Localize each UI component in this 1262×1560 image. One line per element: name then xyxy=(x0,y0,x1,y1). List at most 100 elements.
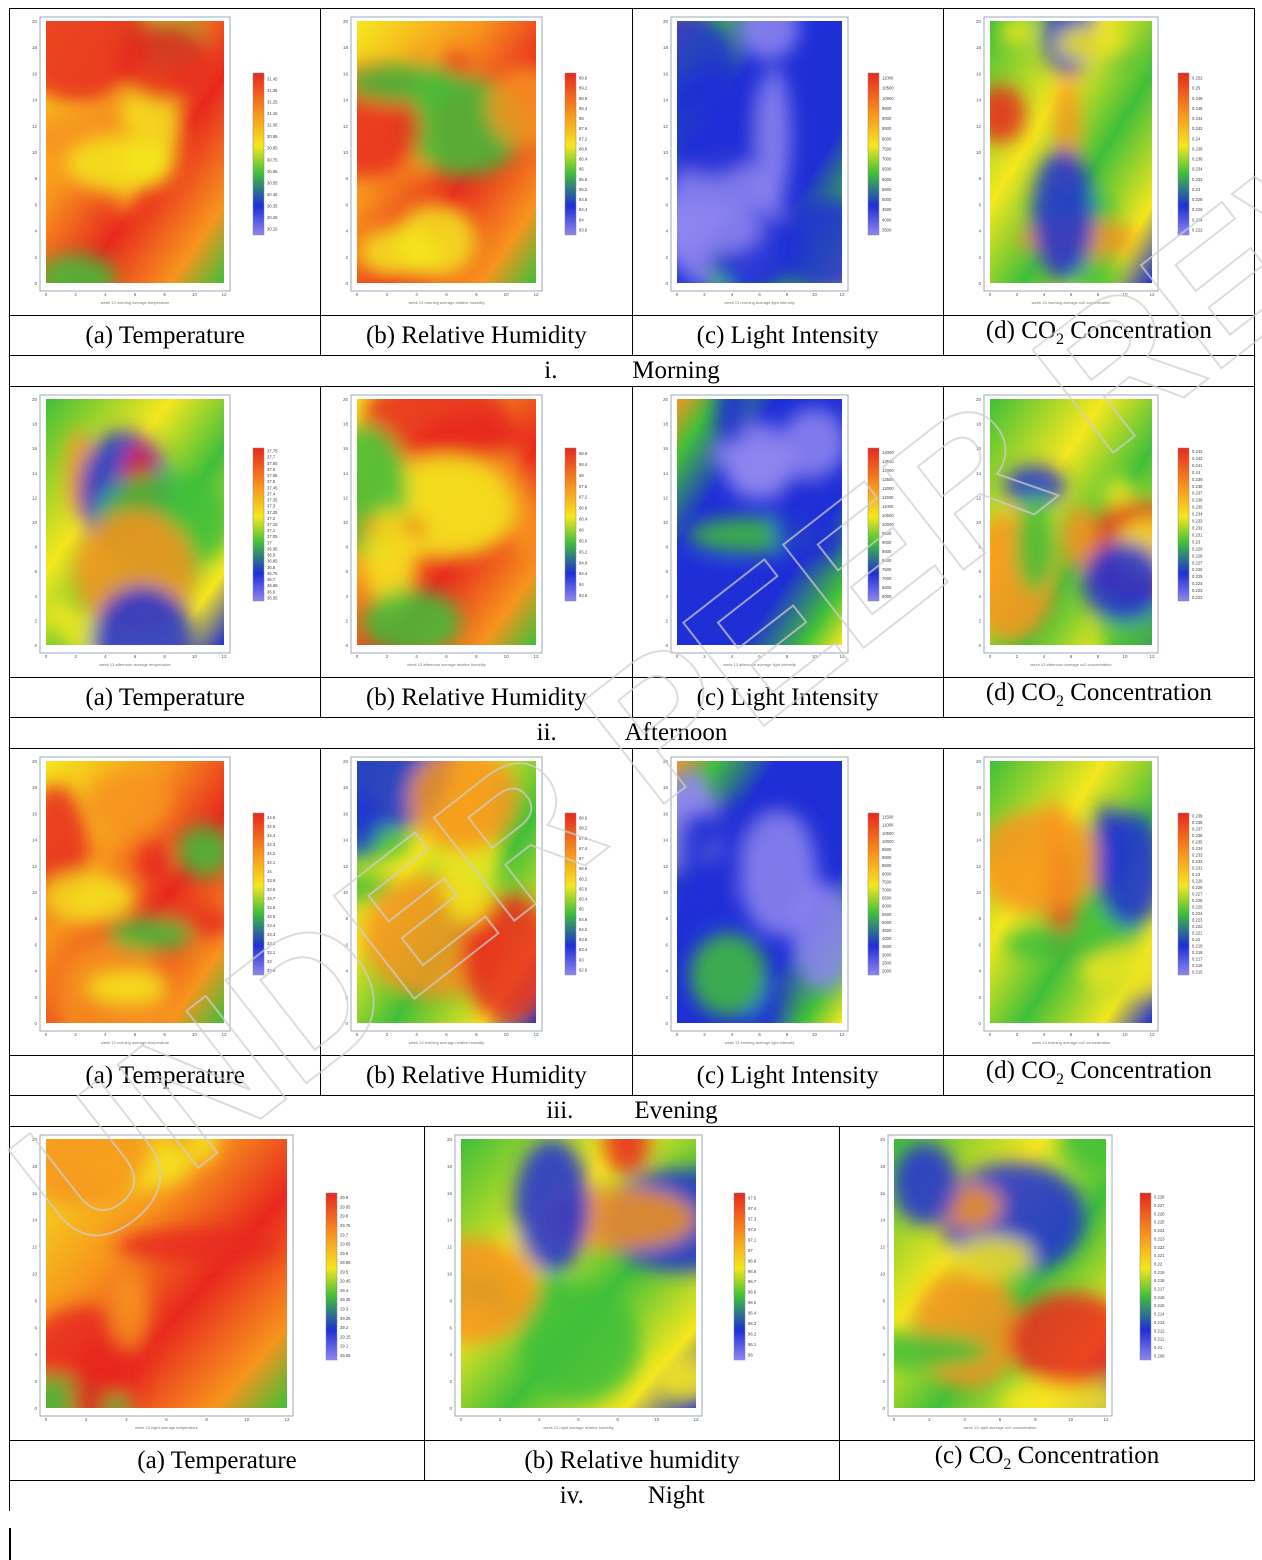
x-tick-label: 0 xyxy=(45,1417,48,1422)
x-tick-label: 6 xyxy=(1070,654,1073,659)
contour-region xyxy=(1059,1139,1106,1171)
y-tick-label: 10 xyxy=(976,520,982,525)
colorbar-tick-label: 34 xyxy=(267,869,272,874)
x-tick-label: 12 xyxy=(534,292,540,297)
x-tick-label: 2 xyxy=(74,292,77,297)
y-tick-label: 16 xyxy=(976,811,982,816)
colorbar-tick-label: 64.6 xyxy=(579,917,588,922)
colorbar-tick-label: 63.6 xyxy=(579,593,588,598)
colorbar-tick-label: 10500 xyxy=(882,513,894,518)
x-tick-label: 0 xyxy=(675,654,678,659)
colorbar-tick-label: 37.5 xyxy=(267,479,276,484)
x-tick-label: 12 xyxy=(1149,292,1155,297)
x-tick-label: 4 xyxy=(730,1032,733,1037)
y-tick-label: 16 xyxy=(663,446,669,451)
contour-field xyxy=(46,1139,287,1408)
contour-region xyxy=(363,508,417,613)
colorbar-tick-label: 30.65 xyxy=(267,169,278,174)
contour-field xyxy=(357,21,537,283)
colorbar-tick-label: 89.6 xyxy=(579,76,588,81)
y-tick-label: 18 xyxy=(32,785,38,790)
colorbar-tick-label: 0.217 xyxy=(1154,1287,1165,1292)
y-tick-label: 12 xyxy=(880,1245,886,1250)
colorbar-tick-label: 0.223 xyxy=(1154,1236,1165,1241)
plot-caption: week 13 morning average temperature xyxy=(101,300,170,305)
contour-plot: 0 2 4 6 8 10 12 14 16 18 20 0 2 4 6 8 10 12 week 13 aftern… xyxy=(32,394,278,667)
x-tick-label: 2 xyxy=(1016,654,1019,659)
x-tick-label: 2 xyxy=(386,1032,389,1037)
colorbar-tick-label: 0.216 xyxy=(1154,1295,1165,1300)
y-tick-label: 0 xyxy=(449,1406,452,1411)
colorbar-tick-label: 87.6 xyxy=(579,126,588,131)
y-tick-label: 20 xyxy=(32,1137,38,1142)
contour-region xyxy=(514,1139,590,1273)
contour-plot: 0 2 4 6 8 10 12 14 16 18 20 0 2 4 6 8 10 12 week 13 night … xyxy=(447,1134,757,1430)
colorbar xyxy=(565,812,577,976)
colorbar-tick-label: 0.228 xyxy=(1192,885,1203,890)
y-tick-label: 18 xyxy=(976,45,982,50)
colorbar-tick-label: 29.5 xyxy=(340,1269,349,1274)
colorbar-tick-label: 34.2 xyxy=(267,851,276,856)
y-tick-label: 6 xyxy=(978,942,981,947)
x-tick-label: 2 xyxy=(499,1417,502,1422)
contour-region xyxy=(894,1332,989,1370)
contour-plot: 0 2 4 6 8 10 12 14 16 18 20 0 2 4 6 8 10 12 week 13 mornin… xyxy=(343,16,588,305)
y-tick-label: 10 xyxy=(343,520,349,525)
colorbar-tick-label: 37.6 xyxy=(267,467,276,472)
y-tick-label: 12 xyxy=(32,495,38,500)
colorbar-tick-label: 30.85 xyxy=(267,146,278,151)
y-tick-label: 10 xyxy=(32,1272,38,1277)
panel-caption: (a) Temperature xyxy=(9,1440,425,1481)
colorbar-tick-label: 0.212 xyxy=(1154,1328,1165,1333)
colorbar-tick-label: 6000 xyxy=(882,904,892,909)
colorbar-tick-label: 29.7 xyxy=(340,1232,349,1237)
y-tick-label: 14 xyxy=(32,838,38,843)
colorbar-tick-label: 88.8 xyxy=(579,96,588,101)
colorbar-tick-label: 0.231 xyxy=(1192,866,1203,871)
y-tick-label: 12 xyxy=(663,864,669,869)
contour-region xyxy=(676,21,734,114)
contour-region xyxy=(739,812,817,936)
colorbar-tick-label: 66.2 xyxy=(579,876,588,881)
colorbar-tick-label: 0.228 xyxy=(1192,197,1203,202)
colorbar-tick-label: 62.6 xyxy=(579,967,588,972)
colorbar-tick-label: 88 xyxy=(579,116,584,121)
contour-plot: 0 2 4 6 8 10 12 14 16 18 20 0 2 4 6 8 10 12 week 13 mornin… xyxy=(663,16,894,305)
colorbar-tick-label: 37.55 xyxy=(267,473,278,478)
colorbar-tick-label: 63.8 xyxy=(579,937,588,942)
colorbar-tick-label: 0.224 xyxy=(1154,1228,1165,1233)
colorbar-tick-label: 66 xyxy=(579,527,584,532)
y-tick-label: 18 xyxy=(343,45,349,50)
colorbar-tick-label: 66.8 xyxy=(579,506,588,511)
y-tick-label: 10 xyxy=(343,890,349,895)
x-tick-label: 0 xyxy=(45,292,48,297)
contour-region xyxy=(519,1285,640,1401)
colorbar-tick-label: 2500 xyxy=(882,960,892,965)
colorbar-tick-label: 11000 xyxy=(882,823,894,828)
x-tick-label: 6 xyxy=(134,292,137,297)
colorbar-tick-label: 0.219 xyxy=(1192,943,1203,948)
colorbar xyxy=(867,72,879,236)
y-tick-label: 8 xyxy=(882,1298,885,1303)
colorbar-tick-label: 0.217 xyxy=(1192,956,1203,961)
colorbar-tick-label: 34.6 xyxy=(267,815,276,820)
colorbar-tick-label: 0.24 xyxy=(1192,470,1201,475)
plot-caption: week 13 evening average co2 concentratio… xyxy=(1032,1040,1110,1045)
colorbar-tick-label: 7500 xyxy=(882,146,892,151)
colorbar-tick-label: 0.23 xyxy=(1192,187,1201,192)
contour-region xyxy=(1081,945,1152,996)
colorbar-tick-label: 0.222 xyxy=(1154,1245,1165,1250)
panel-caption: (c) Light Intensity xyxy=(631,677,944,718)
colorbar-tick-label: 89.2 xyxy=(579,86,588,91)
colorbar-tick-label: 4500 xyxy=(882,928,892,933)
colorbar-tick-label: 29.25 xyxy=(340,1316,351,1321)
colorbar-tick-label: 85.6 xyxy=(579,177,588,182)
y-tick-label: 8 xyxy=(34,916,37,921)
plot-cell: 0 2 4 6 8 10 12 14 16 18 20 0 2 4 6 8 10 12 week 13 evenin… xyxy=(320,748,633,1056)
x-tick-label: 4 xyxy=(1043,1032,1046,1037)
x-tick-label: 12 xyxy=(839,1032,845,1037)
plot-cell: 0 2 4 6 8 10 12 14 16 18 20 0 2 4 6 8 10 12 week 13 evenin… xyxy=(942,748,1256,1056)
contour-plot: 0 2 4 6 8 10 12 14 16 18 20 0 2 4 6 8 10 12 week 13 evenin… xyxy=(343,756,588,1045)
contour-region xyxy=(137,841,173,882)
colorbar-tick-label: 29.6 xyxy=(340,1251,349,1256)
